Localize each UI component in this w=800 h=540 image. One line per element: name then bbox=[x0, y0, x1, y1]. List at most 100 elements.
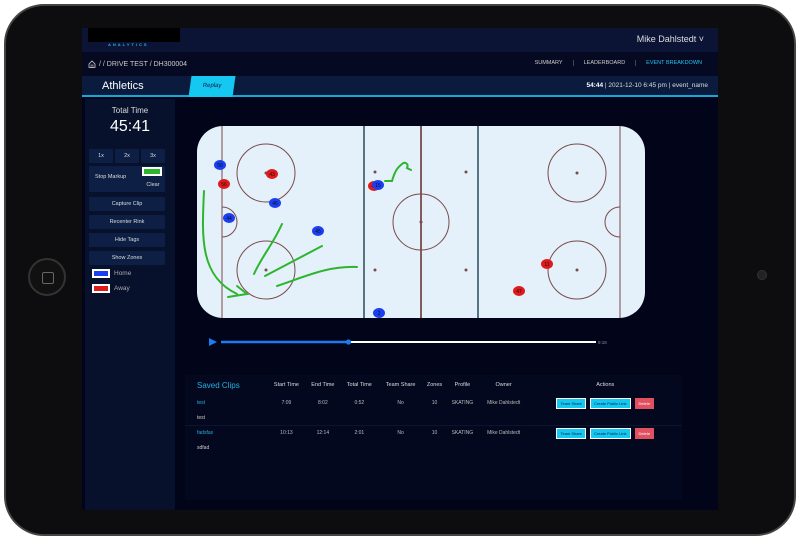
faceoff-dot bbox=[264, 268, 268, 272]
player-tag-away[interactable]: 43 bbox=[266, 169, 278, 179]
home-button[interactable] bbox=[28, 258, 66, 296]
player-number: 44 bbox=[226, 216, 232, 222]
recenter-rink-button[interactable]: Recenter Rink bbox=[89, 215, 165, 229]
player-number: 59 bbox=[217, 163, 223, 169]
clip-end: 8:02 bbox=[318, 400, 328, 406]
delete-button[interactable]: Delete bbox=[634, 427, 655, 439]
faceoff-dot bbox=[575, 171, 579, 175]
clip-profile: SKATING bbox=[451, 430, 474, 437]
markup-color-picker[interactable] bbox=[142, 167, 162, 176]
clip-start: 10:13 bbox=[280, 430, 293, 437]
faceoff-dot bbox=[464, 268, 468, 272]
clip-name[interactable]: test bbox=[197, 400, 206, 406]
control-panel: Total Time 45:41 1x 2x 3x Stop Markup Cl… bbox=[85, 99, 175, 510]
table-row: test 7:09 8:02 0:52 No 10 SKATING Mike D… bbox=[185, 395, 682, 411]
player-tags: 595643464445431521147 bbox=[214, 160, 553, 318]
player-marker bbox=[372, 180, 384, 190]
faceoff-dot bbox=[373, 170, 377, 174]
player-marker bbox=[373, 308, 385, 318]
clip-zones: 10 bbox=[431, 400, 438, 406]
hockey-rink[interactable]: 595643464445431521147 bbox=[197, 126, 645, 318]
player-marker bbox=[312, 226, 324, 236]
nav-event-breakdown[interactable]: EVENT BREAKDOWN bbox=[635, 60, 712, 66]
tab-replay[interactable]: Replay bbox=[188, 76, 236, 97]
user-menu[interactable]: Mike Dahlstedt ˅ bbox=[636, 34, 704, 44]
breadcrumb-bar: / / DRIVE TEST / DH300004 SUMMARY LEADER… bbox=[82, 52, 718, 76]
clip-description: test bbox=[197, 414, 206, 421]
team-share-button[interactable]: Team Share bbox=[556, 427, 587, 439]
play-icon[interactable] bbox=[209, 338, 217, 346]
faceoff-circle bbox=[236, 143, 296, 203]
clip-actions: Team Share Create Public Link Delete bbox=[529, 425, 682, 441]
speed-2x-button[interactable]: 2x bbox=[115, 149, 139, 163]
player-marker bbox=[266, 169, 278, 179]
faceoff-dot bbox=[575, 268, 579, 272]
show-zones-button[interactable]: Show Zones bbox=[89, 251, 165, 265]
player-tag-home[interactable]: 45 bbox=[312, 226, 324, 236]
col-profile: Profile bbox=[454, 382, 471, 388]
table-row: fadsfas 10:13 12:14 2:01 No 10 SKATING M… bbox=[185, 425, 682, 441]
logo bbox=[88, 28, 180, 42]
player-tag-away[interactable]: 11 bbox=[541, 259, 553, 269]
col-actions: Actions bbox=[596, 382, 615, 388]
clip-start: 7:09 bbox=[281, 400, 292, 406]
col-total-time: Total Time bbox=[346, 382, 372, 388]
total-time-value: 45:41 bbox=[109, 118, 151, 135]
clear-button[interactable]: Clear bbox=[141, 178, 165, 192]
saved-clips-panel: Saved Clips Start Time End Time Total Ti… bbox=[185, 375, 682, 500]
player-number: 15 bbox=[375, 183, 381, 189]
home-icon[interactable] bbox=[88, 60, 96, 68]
create-public-link-button[interactable]: Create Public Link bbox=[590, 397, 631, 409]
col-start-time: Start Time bbox=[273, 382, 299, 388]
hide-tags-button[interactable]: Hide Tags bbox=[89, 233, 165, 247]
legend-home: Home bbox=[92, 269, 131, 278]
clip-actions: Team Share Create Public Link Delete bbox=[529, 395, 682, 411]
nav-leaderboard[interactable]: LEADERBOARD bbox=[572, 60, 636, 66]
player-number: 2 bbox=[378, 311, 381, 317]
top-nav: SUMMARY LEADERBOARD EVENT BREAKDOWN bbox=[525, 60, 712, 66]
player-marker bbox=[513, 286, 525, 296]
home-color-swatch[interactable] bbox=[92, 269, 110, 278]
delete-button[interactable]: Delete bbox=[634, 397, 655, 409]
markup-stroke bbox=[276, 265, 358, 287]
legend-away-label: Away bbox=[114, 285, 130, 292]
player-tag-home[interactable]: 59 bbox=[214, 160, 226, 170]
markup-stroke bbox=[384, 161, 412, 182]
speed-1x-button[interactable]: 1x bbox=[89, 149, 113, 163]
timeline-handle[interactable] bbox=[345, 339, 352, 345]
player-marker bbox=[214, 160, 226, 170]
player-number: 11 bbox=[544, 262, 549, 268]
clip-owner: Mike Dahlstedt bbox=[487, 430, 521, 437]
player-number: 45 bbox=[315, 229, 321, 235]
center-dot bbox=[419, 220, 423, 224]
faceoff-dot bbox=[464, 170, 468, 174]
logo-subtitle: ANALYTICS bbox=[108, 42, 149, 47]
player-tag-home[interactable]: 46 bbox=[269, 198, 281, 208]
breadcrumb-path[interactable]: / / DRIVE TEST / DH300004 bbox=[99, 60, 188, 68]
faceoff-circle bbox=[236, 240, 296, 300]
speed-3x-button[interactable]: 3x bbox=[141, 149, 165, 163]
capture-clip-button[interactable]: Capture Clip bbox=[89, 197, 165, 211]
clip-name[interactable]: fadsfas bbox=[197, 430, 214, 437]
markup-stroke bbox=[264, 245, 323, 277]
clip-share: No bbox=[397, 430, 404, 437]
event-time: 54:44 bbox=[586, 82, 604, 89]
clip-total: 0:52 bbox=[354, 400, 365, 406]
replay-timeline[interactable]: 9:18 bbox=[209, 336, 609, 348]
player-tag-home[interactable]: 2 bbox=[373, 308, 385, 318]
faceoff-dot bbox=[373, 268, 377, 272]
saved-clips-table: Saved Clips Start Time End Time Total Ti… bbox=[185, 375, 682, 455]
col-owner: Owner bbox=[495, 382, 512, 388]
away-color-swatch[interactable] bbox=[92, 284, 110, 293]
nav-summary[interactable]: SUMMARY bbox=[534, 60, 563, 66]
player-tag-away[interactable]: 56 bbox=[218, 179, 230, 189]
player-tag-home[interactable]: 15 bbox=[372, 180, 384, 190]
player-number: 56 bbox=[221, 182, 227, 188]
team-share-button[interactable]: Team Share bbox=[556, 397, 587, 409]
player-tag-away[interactable]: 47 bbox=[513, 286, 525, 296]
player-tag-home[interactable]: 44 bbox=[223, 213, 235, 223]
saved-clips-title: Saved Clips bbox=[197, 380, 240, 390]
create-public-link-button[interactable]: Create Public Link bbox=[590, 427, 631, 439]
clip-owner: Mike Dahlstedt bbox=[487, 400, 521, 406]
event-info: | 2021-12-10 6:45 pm | event_name bbox=[603, 82, 708, 89]
